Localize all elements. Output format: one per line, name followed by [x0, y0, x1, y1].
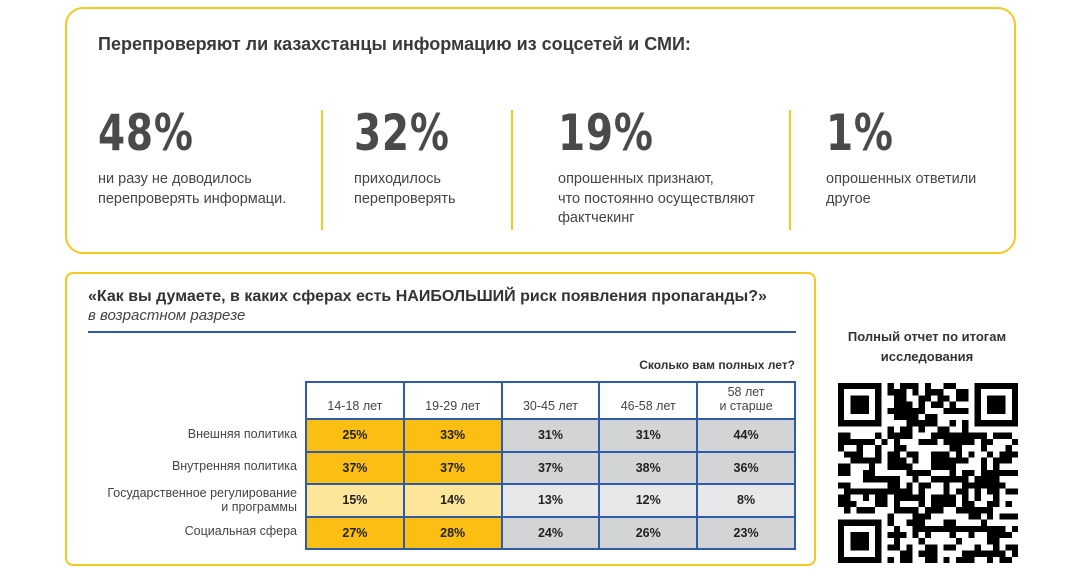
value-cell: 27% — [305, 515, 405, 550]
column-header: 30-45 лет — [500, 381, 601, 420]
row-label: Государственное регулирование и программ… — [107, 486, 297, 514]
value-cell: 37% — [500, 450, 601, 485]
value-cell: 38% — [598, 450, 699, 485]
value-cell: 37% — [402, 450, 503, 485]
value-cell: 31% — [598, 418, 699, 453]
divider — [789, 110, 791, 230]
row-label: Социальная сфера — [184, 524, 297, 538]
stat-desc: ни разу не доводилось перепроверять инфо… — [98, 171, 287, 207]
table-row: 15% 14% 13% 12% 8% — [305, 483, 796, 518]
value-cell: 23% — [696, 515, 796, 550]
summary-title: Перепроверяют ли казахстанцы информацию … — [98, 34, 691, 54]
value-cell: 13% — [500, 483, 601, 518]
column-header: 46-58 лет — [598, 381, 699, 420]
table-row: 37% 37% 37% 38% 36% — [305, 450, 796, 485]
survey-panel — [65, 272, 816, 566]
divider — [321, 110, 323, 230]
table-row: 27% 28% 24% 26% 23% — [305, 515, 796, 550]
stat-value: 19% — [558, 104, 654, 162]
qr-code-icon[interactable] — [838, 383, 1018, 563]
value-cell: 14% — [402, 483, 503, 518]
column-header: 58 лет и старше — [696, 381, 796, 420]
age-question: Сколько вам полных лет? — [639, 358, 795, 372]
value-cell: 37% — [305, 450, 405, 485]
stat-desc: опрошенных ответили другое — [826, 171, 977, 207]
stat-value: 48% — [98, 104, 194, 162]
stat-desc: приходилось перепроверять — [354, 171, 456, 207]
value-cell: 33% — [402, 418, 503, 453]
value-cell: 31% — [500, 418, 601, 453]
stat-desc: опрошенных признают, что постоянно осуще… — [558, 171, 755, 226]
value-cell: 25% — [305, 418, 405, 453]
value-cell: 24% — [500, 515, 601, 550]
summary-panel — [65, 7, 1016, 254]
column-header: 14-18 лет — [305, 381, 405, 420]
table-row: 25% 33% 31% 31% 44% — [305, 418, 796, 453]
qr-caption: Полный отчет по итогам исследования — [847, 329, 1007, 364]
value-cell: 26% — [598, 515, 699, 550]
stat-1: 48% ни разу не доводилось перепроверять и… — [98, 106, 286, 209]
column-header: 19-29 лет — [402, 381, 503, 420]
stat-4: 1% опрошенных ответили другое — [826, 106, 976, 209]
value-cell: 8% — [696, 483, 796, 518]
survey-question: «Как вы думаете, в каких сферах есть НАИ… — [88, 288, 767, 305]
title-underline — [88, 331, 796, 333]
stat-3: 19% опрошенных признают, что постоянно ос… — [558, 106, 755, 229]
value-cell: 15% — [305, 483, 405, 518]
stat-value: 1% — [826, 104, 894, 162]
divider — [511, 110, 513, 230]
stat-2: 32% приходилось перепроверять — [354, 106, 477, 209]
age-table: 14-18 лет 19-29 лет 30-45 лет 46-58 лет 58 л… — [305, 381, 796, 550]
row-label: Внутренняя политика — [171, 459, 297, 473]
row-label: Внешняя политика — [187, 427, 297, 441]
value-cell: 36% — [696, 450, 796, 485]
stat-value: 32% — [354, 104, 450, 162]
value-cell: 44% — [696, 418, 796, 453]
survey-subtitle: в возрастном разрезе — [88, 307, 246, 324]
value-cell: 28% — [402, 515, 503, 550]
value-cell: 12% — [598, 483, 699, 518]
